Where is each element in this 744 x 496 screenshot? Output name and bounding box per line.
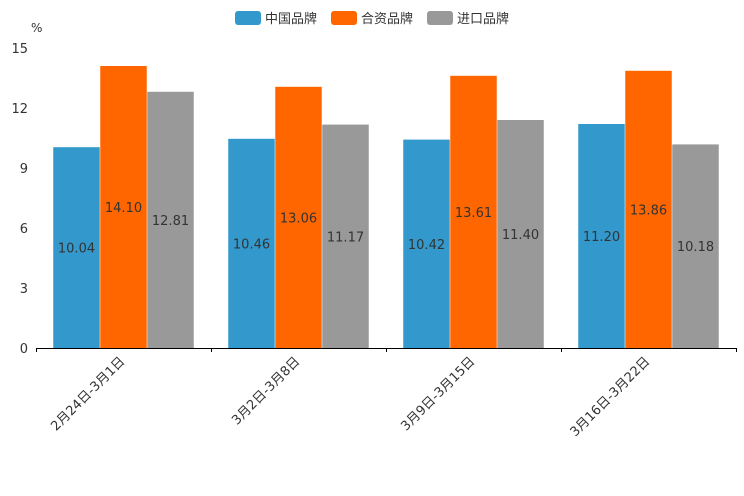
y-tick-label: 0 <box>20 342 28 357</box>
bar[interactable] <box>147 91 194 349</box>
bar-value-label: 10.46 <box>233 237 270 252</box>
bar-value-label: 14.10 <box>105 201 142 216</box>
x-tick-label: 3月16日-3月22日 <box>568 354 654 440</box>
legend-swatch-china-brand <box>234 10 261 25</box>
bar-value-label: 10.04 <box>58 242 95 257</box>
y-tick-label: 6 <box>20 222 28 237</box>
bar[interactable] <box>578 124 625 348</box>
y-tick-label: 12 <box>11 102 28 117</box>
bar[interactable] <box>672 144 719 348</box>
bar-value-label: 13.86 <box>630 203 667 218</box>
bar-value-label: 10.42 <box>408 238 445 253</box>
bar-value-label: 12.81 <box>152 214 189 229</box>
legend-label-china-brand: 中国品牌 <box>264 12 317 27</box>
bar-value-label: 10.18 <box>677 240 714 255</box>
legend-label-joint-venture-brand: 合资品牌 <box>360 12 413 27</box>
bar[interactable] <box>53 147 100 348</box>
bar[interactable] <box>100 66 147 348</box>
bar-value-label: 11.20 <box>583 230 620 245</box>
bar[interactable] <box>450 75 497 349</box>
legend-label-imported-brand: 进口品牌 <box>457 12 510 27</box>
bar-value-label: 13.06 <box>280 211 317 226</box>
legend-item-china-brand[interactable]: 中国品牌 <box>234 8 317 27</box>
bar[interactable] <box>497 120 544 348</box>
bar[interactable] <box>322 124 369 348</box>
bar[interactable] <box>625 70 672 349</box>
bar-value-label: 11.40 <box>502 228 539 243</box>
legend-swatch-joint-venture-brand <box>330 10 357 25</box>
y-tick-label: 9 <box>20 162 28 177</box>
y-tick-label: 3 <box>20 282 28 297</box>
y-tick-label: 15 <box>11 42 28 57</box>
bar[interactable] <box>403 139 450 348</box>
legend-item-joint-venture-brand[interactable]: 合资品牌 <box>330 8 413 27</box>
x-tick-label: 2月24日-3月1日 <box>48 354 128 434</box>
bar-value-label: 13.61 <box>455 206 492 221</box>
legend: 中国品牌 合资品牌 进口品牌 <box>0 8 744 27</box>
bar-value-label: 11.17 <box>327 230 364 245</box>
x-tick-label: 3月9日-3月15日 <box>398 354 478 434</box>
y-axis-unit: % <box>31 21 43 35</box>
bar[interactable] <box>275 86 322 349</box>
legend-item-imported-brand[interactable]: 进口品牌 <box>427 8 509 27</box>
bar[interactable] <box>228 138 275 348</box>
x-tick-label: 3月2日-3月8日 <box>229 354 303 428</box>
legend-swatch-imported-brand <box>427 10 453 25</box>
